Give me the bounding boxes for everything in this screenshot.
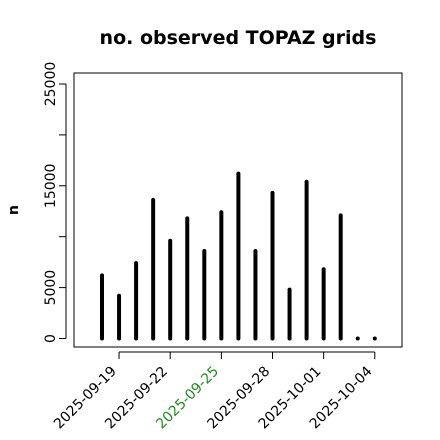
x-axis: 2025-09-192025-09-222025-09-252025-09-28… [51, 351, 376, 432]
y-tick-label: 0 [43, 334, 59, 343]
chart-title: no. observed TOPAZ grids [100, 27, 377, 49]
bar-zero-marker [372, 336, 377, 341]
y-axis: 0 5000 15000 25000 [43, 62, 67, 343]
plot-area-box [73, 72, 403, 348]
y-axis-title: n [6, 205, 22, 215]
bars [100, 171, 377, 341]
y-tick-label: 15000 [43, 164, 59, 209]
y-tick-label: 5000 [43, 270, 59, 306]
y-tick-label: 25000 [43, 62, 59, 107]
bar-zero-marker [355, 336, 360, 341]
